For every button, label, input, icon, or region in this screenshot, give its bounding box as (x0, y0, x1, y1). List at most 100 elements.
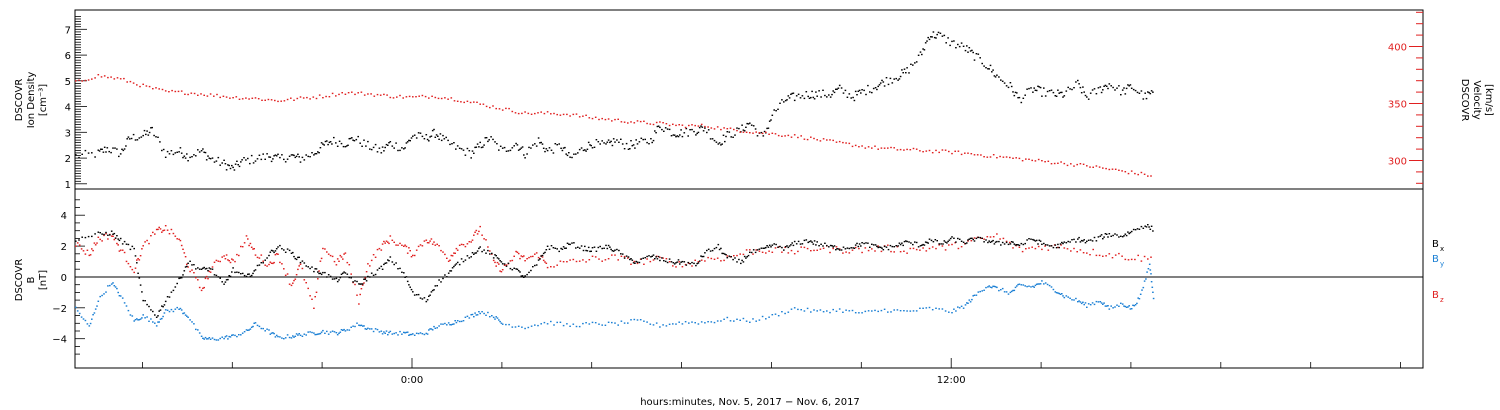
by-series-point (383, 331, 385, 333)
ion-density-series-point (412, 135, 414, 137)
bx-series-point (742, 261, 745, 263)
ion-density-series-point (294, 156, 297, 159)
ion-density-series-point (625, 142, 628, 145)
bx-series-point (885, 246, 888, 248)
ion-density-series-point (324, 140, 327, 143)
ion-density-series-point (589, 144, 591, 146)
by-series-point (401, 333, 403, 335)
legend-bx: B x (1432, 239, 1444, 253)
by-series-point (1034, 284, 1037, 287)
bz-series-point (234, 260, 236, 263)
bx-series-point (101, 233, 103, 235)
bx-series-point (810, 240, 812, 242)
bx-series-point (657, 255, 660, 258)
ion-density-series-point (977, 53, 980, 55)
ion-density-series-point (681, 135, 684, 138)
bx-series-point (801, 243, 804, 245)
bz-series-point (82, 250, 85, 252)
by-series-point (566, 323, 568, 325)
by-series-point (720, 320, 722, 322)
ion-density-series-point (1105, 85, 1108, 87)
bz-series-point (771, 251, 774, 253)
bz-series-point (127, 262, 130, 265)
by-series-point (248, 329, 250, 331)
by-series-point (205, 338, 208, 340)
bz-series-point (342, 258, 344, 260)
bx-series-point (1112, 234, 1114, 237)
bx-series-point (339, 276, 342, 279)
ion-density-series-point (503, 146, 506, 149)
velocity-series-point (858, 146, 860, 148)
ion-density-series-point (391, 145, 394, 147)
velocity-series-point (283, 100, 286, 102)
velocity-series-point (1063, 162, 1066, 165)
bx-series-point (301, 260, 304, 262)
by-series-point (297, 334, 299, 336)
ion-density-series-point (208, 157, 211, 159)
ion-density-series-point (247, 157, 249, 160)
bz-series-point (931, 246, 934, 248)
ion-density-series-point (105, 151, 107, 153)
bx-series-point (766, 245, 768, 247)
velocity-series-point (511, 110, 514, 113)
bx-series-point (253, 270, 255, 272)
ion-density-series-point (799, 97, 802, 99)
bx-series-point (732, 258, 734, 261)
ion-density-series-point (322, 143, 324, 145)
bz-series-point (454, 252, 456, 254)
bx-series-point (902, 244, 904, 247)
bx-series-point (99, 232, 101, 234)
bx-series-point (728, 255, 731, 257)
ion-density-series-point (1033, 87, 1035, 89)
ion-density-series-point (484, 137, 487, 139)
by-series-point (1124, 305, 1127, 308)
bx-series-point (689, 263, 691, 265)
bz-series-point (1134, 258, 1136, 261)
bx-series-point (238, 271, 240, 274)
ion-density-series-point (797, 93, 800, 95)
bz-series-point (797, 250, 799, 253)
velocity-series-point (479, 103, 481, 105)
bx-series-point (717, 243, 720, 246)
bx-series-point (1105, 233, 1108, 235)
ion-density-series-point (989, 64, 992, 67)
bx-series-point (142, 299, 144, 302)
velocity-series-point (200, 93, 202, 95)
bx-series-point (224, 281, 227, 283)
bx-series-point (685, 264, 688, 266)
by-series-point (1114, 306, 1116, 308)
by-series-point (966, 302, 968, 304)
ion-density-series-point (1147, 91, 1149, 93)
bx-series-point (651, 255, 653, 257)
by-series-point (684, 321, 687, 323)
by-series-point (209, 338, 212, 340)
bx-series-point (537, 259, 540, 261)
ion-density-series-point (223, 159, 225, 161)
ion-density-series-point (1086, 96, 1088, 98)
velocity-series-point (922, 151, 924, 153)
by-series-point (739, 319, 741, 321)
by-series-point (1032, 285, 1034, 288)
by-series-point (1118, 305, 1120, 307)
by-series-point (1138, 298, 1141, 300)
bz-series-point (957, 247, 960, 250)
ion-density-series-point (1123, 87, 1125, 89)
ion-density-series-point (207, 155, 209, 157)
by-series-point (665, 325, 668, 327)
ion-density-series-point (1054, 95, 1057, 97)
bz-series-point (297, 268, 299, 271)
ion-density-series-point (293, 154, 295, 157)
ion-density-series-point (281, 154, 283, 156)
ion-density-series-point (534, 143, 536, 145)
bx-series-point (172, 289, 175, 292)
velocity-series-point (826, 139, 828, 141)
ion-density-series-point (881, 79, 883, 82)
by-series-point (273, 332, 275, 335)
velocity-series-point (964, 152, 966, 154)
bx-series-point (711, 249, 714, 252)
by-series-point (501, 323, 504, 325)
ion-density-series-point (453, 142, 455, 144)
bz-series-point (854, 246, 857, 249)
by-series-point (1065, 295, 1068, 297)
bx-series-point (676, 261, 679, 263)
